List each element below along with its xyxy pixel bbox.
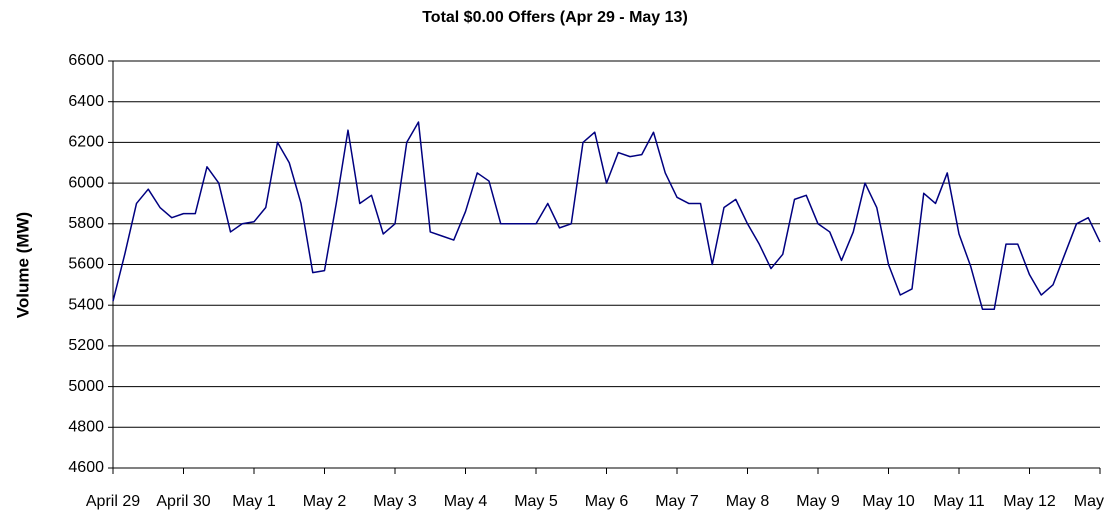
x-tick-label: May 12 bbox=[1003, 493, 1056, 510]
x-tick-label: May 4 bbox=[444, 493, 488, 510]
x-tick-label: May 5 bbox=[514, 493, 558, 510]
y-tick-label: 4800 bbox=[68, 419, 104, 436]
y-tick-label: 6400 bbox=[68, 93, 104, 110]
x-tick-label: May 2 bbox=[303, 493, 347, 510]
x-tick-label: May 3 bbox=[373, 493, 417, 510]
chart-title: Total $0.00 Offers (Apr 29 - May 13) bbox=[422, 9, 688, 26]
x-tick-label: May 7 bbox=[655, 493, 699, 510]
x-tick-label: May 11 bbox=[933, 493, 984, 510]
x-tick-label: May 8 bbox=[726, 493, 770, 510]
y-tick-label: 5000 bbox=[68, 378, 104, 395]
x-tick-label: May 13 bbox=[1074, 493, 1109, 510]
y-tick-label: 6600 bbox=[68, 52, 104, 69]
y-axis-label: Volume (MW) bbox=[13, 212, 32, 318]
y-tick-label: 6000 bbox=[68, 174, 104, 191]
x-tick-label: April 29 bbox=[86, 493, 140, 510]
y-tick-label: 5200 bbox=[68, 337, 104, 354]
y-tick-label: 4600 bbox=[68, 459, 104, 476]
y-tick-label: 5800 bbox=[68, 215, 104, 232]
x-tick-label: May 6 bbox=[585, 493, 629, 510]
x-tick-label: May 10 bbox=[862, 493, 915, 510]
y-tick-label: 6200 bbox=[68, 134, 104, 151]
x-tick-label: April 30 bbox=[156, 493, 210, 510]
y-tick-label: 5600 bbox=[68, 256, 104, 273]
x-tick-label: May 9 bbox=[796, 493, 840, 510]
x-tick-label: May 1 bbox=[232, 493, 276, 510]
y-tick-label: 5400 bbox=[68, 296, 104, 313]
data-line bbox=[112, 121, 1101, 311]
